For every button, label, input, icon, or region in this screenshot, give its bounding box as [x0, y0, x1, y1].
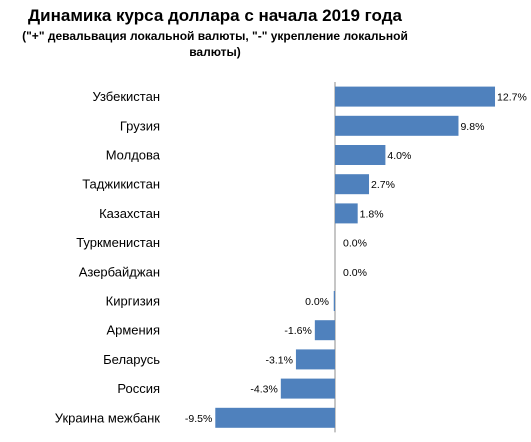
- category-label: Туркменистан: [76, 235, 160, 250]
- category-label: Молдова: [106, 148, 161, 163]
- value-labels-group: 12.7% 9.8% 4.0% 2.7% 1.8% 0.0% 0.0% 0.0% -1.6% -3…: [185, 92, 527, 425]
- value-label: 12.7%: [497, 92, 527, 104]
- category-label: Россия: [117, 381, 160, 396]
- category-label: Армения: [106, 323, 160, 338]
- category-labels-group: Узбекистан Грузия Молдова Таджикистан Казахс…: [55, 89, 161, 425]
- bar: [314, 320, 335, 341]
- category-label: Узбекистан: [92, 89, 160, 104]
- value-label: 4.0%: [387, 150, 411, 162]
- category-label: Украина межбанк: [55, 410, 161, 425]
- chart-title: Динамика курса доллара с начала 2019 год…: [28, 6, 402, 25]
- value-label: -3.1%: [266, 354, 293, 366]
- bar: [215, 407, 335, 428]
- bar: [335, 86, 496, 107]
- bar: [280, 378, 335, 399]
- value-label: -4.3%: [250, 384, 277, 396]
- bar: [335, 203, 358, 224]
- value-label: 2.7%: [371, 179, 395, 191]
- value-label: 0.0%: [343, 238, 367, 250]
- category-label: Азербайджан: [79, 264, 160, 279]
- value-label: 9.8%: [460, 121, 484, 133]
- bar: [335, 115, 459, 136]
- category-label: Казахстан: [99, 206, 160, 221]
- category-label: Киргизия: [106, 294, 160, 309]
- bar: [295, 349, 335, 370]
- category-label: Таджикистан: [82, 177, 160, 192]
- value-label: 0.0%: [343, 267, 367, 279]
- category-label: Беларусь: [103, 352, 160, 367]
- category-label: Грузия: [120, 118, 160, 133]
- value-label: 1.8%: [360, 208, 384, 220]
- bar: [335, 174, 370, 195]
- bars-group: [215, 86, 496, 428]
- bar: [335, 145, 386, 165]
- chart-subtitle: ("+" девальвация локальной валюты, "-" у…: [22, 29, 408, 59]
- value-label: -9.5%: [185, 413, 212, 425]
- bar: [333, 291, 335, 311]
- value-label: 0.0%: [305, 296, 329, 308]
- value-label: -1.6%: [284, 325, 311, 337]
